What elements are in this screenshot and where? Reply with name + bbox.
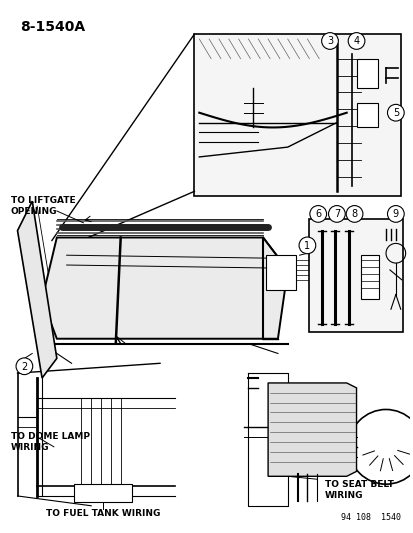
Text: 5: 5 — [392, 108, 398, 118]
Circle shape — [387, 206, 403, 222]
Circle shape — [347, 33, 364, 50]
Polygon shape — [17, 201, 57, 378]
Circle shape — [298, 237, 315, 254]
Circle shape — [309, 206, 326, 222]
Circle shape — [16, 358, 33, 375]
Text: 1: 1 — [304, 241, 310, 251]
Polygon shape — [42, 238, 287, 339]
Circle shape — [345, 206, 362, 222]
Polygon shape — [268, 383, 356, 477]
Bar — [356, 103, 377, 127]
Circle shape — [387, 104, 403, 121]
Circle shape — [328, 206, 344, 222]
Bar — [194, 34, 400, 196]
Bar — [361, 255, 378, 300]
Text: 9: 9 — [392, 209, 398, 220]
Text: TO DOME LAMP
WIRING: TO DOME LAMP WIRING — [11, 432, 90, 452]
Bar — [356, 59, 377, 88]
Text: 3: 3 — [326, 36, 332, 46]
Circle shape — [321, 33, 337, 50]
Text: TO FUEL TANK WIRING: TO FUEL TANK WIRING — [46, 508, 160, 518]
Text: 7: 7 — [333, 209, 339, 220]
Bar — [74, 484, 132, 502]
Text: TO LIFTGATE
OPENING: TO LIFTGATE OPENING — [11, 196, 75, 216]
Text: 8-1540A: 8-1540A — [20, 20, 85, 34]
Bar — [266, 255, 295, 289]
Bar — [309, 219, 402, 332]
Text: 8: 8 — [351, 209, 357, 220]
Text: TO SEAT BELT
WIRING: TO SEAT BELT WIRING — [324, 480, 393, 500]
Text: 94 108  1540: 94 108 1540 — [340, 513, 400, 522]
Text: 2: 2 — [21, 362, 27, 372]
Text: 6: 6 — [314, 209, 320, 220]
Text: 4: 4 — [353, 36, 359, 46]
